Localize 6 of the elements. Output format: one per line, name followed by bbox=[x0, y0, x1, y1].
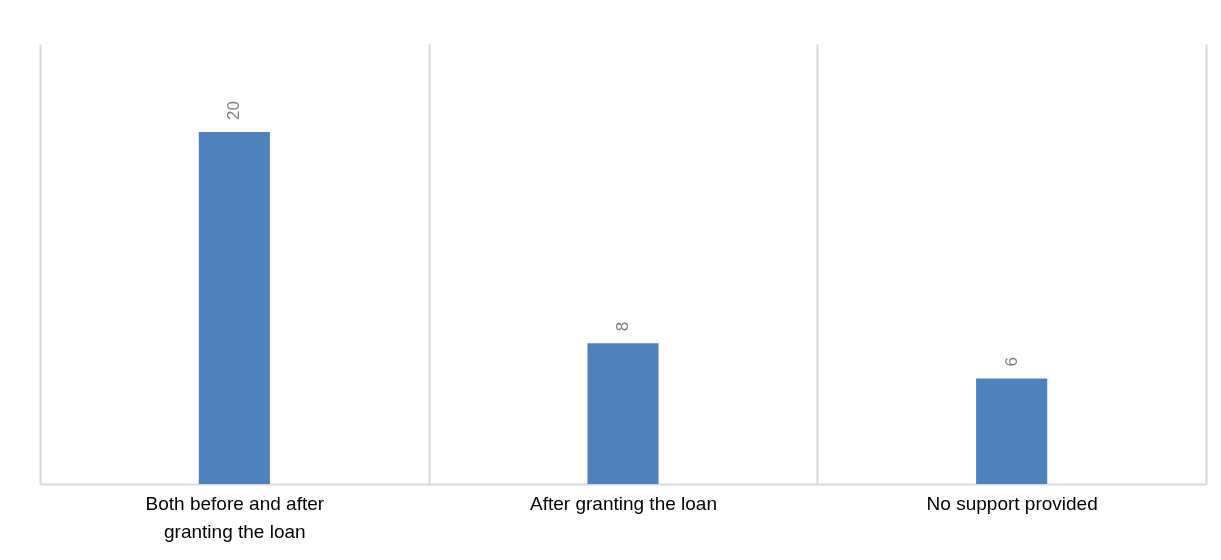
x-tick-label: No support provided bbox=[926, 492, 1098, 514]
x-tick-label: After granting the loan bbox=[530, 492, 717, 514]
x-tick-label: Both before and after granting the loan bbox=[145, 492, 325, 542]
data-label: 20 bbox=[224, 101, 244, 120]
data-label: 8 bbox=[613, 321, 632, 332]
data-label: 6 bbox=[1001, 356, 1021, 367]
